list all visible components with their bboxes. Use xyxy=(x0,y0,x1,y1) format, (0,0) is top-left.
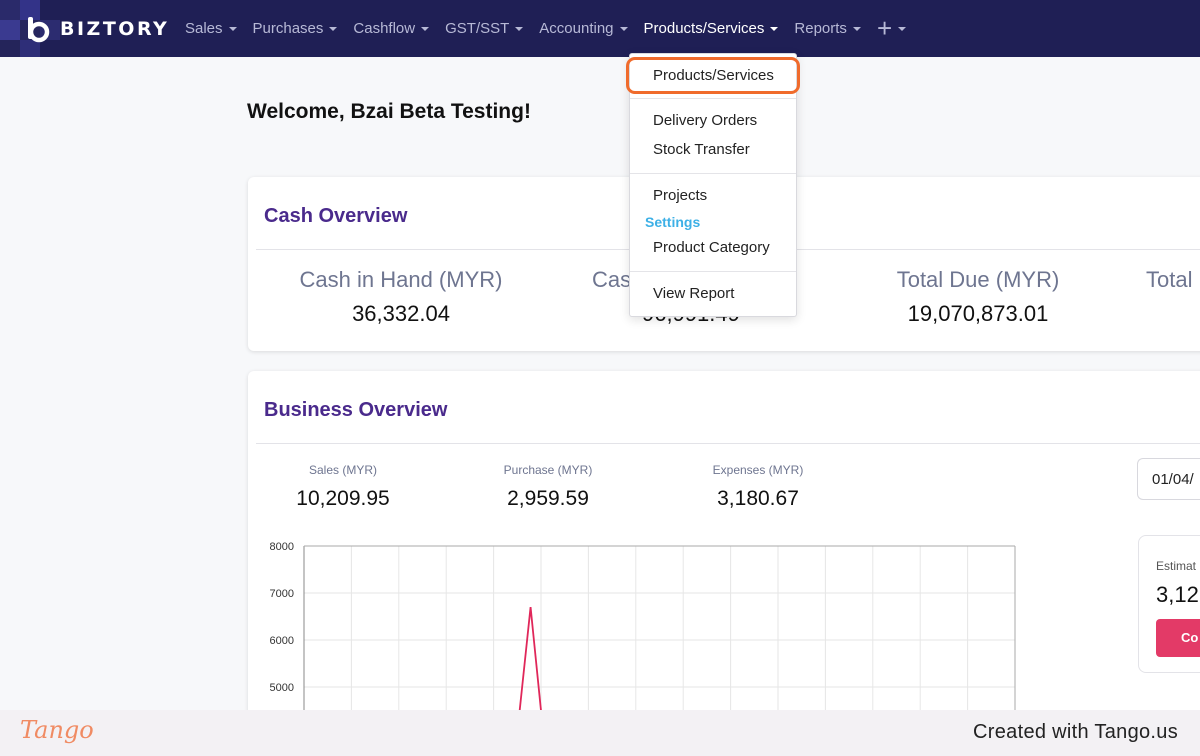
stat-value: 10,209.95 xyxy=(296,487,390,510)
dropdown-item-view-report[interactable]: View Report xyxy=(653,285,735,302)
dropdown-divider xyxy=(630,173,796,174)
business-line-chart: 8000 7000 6000 5000 xyxy=(270,541,1016,756)
stat-label: Cash in Hand (MYR) xyxy=(299,267,503,292)
tango-logo: Tango xyxy=(20,716,94,744)
stat-value: 19,070,873.01 xyxy=(907,301,1049,326)
stat-label: Total xyxy=(1146,267,1193,292)
series-line xyxy=(518,607,542,711)
total-due-stat: Total Due (MYR) 19,070,873.01 xyxy=(828,267,1128,327)
stat-value: 2,959.59 xyxy=(507,487,589,510)
nav-accounting-label: Accounting xyxy=(539,20,614,37)
chevron-down-icon xyxy=(619,27,628,31)
nav-cashflow[interactable]: Cashflow xyxy=(353,20,430,37)
nav-sales-label: Sales xyxy=(185,20,223,37)
plus-icon: + xyxy=(876,12,893,43)
stat-label: Cas xyxy=(592,267,632,292)
sales-stat: Sales (MYR) 10,209.95 xyxy=(243,463,443,511)
nav-reports-label: Reports xyxy=(794,20,847,37)
dropdown-item-projects[interactable]: Projects xyxy=(653,187,708,204)
nav-purchases-label: Purchases xyxy=(252,20,324,37)
stat-value: 36,332.04 xyxy=(352,301,450,326)
products-services-dropdown: Products/Services Delivery Orders Stock … xyxy=(629,53,797,317)
dropdown-settings-header: Settings xyxy=(645,214,701,230)
stat-label: Expenses (MYR) xyxy=(712,463,804,477)
chevron-down-icon xyxy=(228,27,237,31)
tango-footer: Tango Created with Tango.us xyxy=(0,710,1200,756)
y-tick-label: 6000 xyxy=(270,635,294,647)
nav-gst-sst-label: GST/SST xyxy=(445,20,510,37)
date-filter-input[interactable]: 01/04/ xyxy=(1137,458,1200,500)
dropdown-item-products-services[interactable]: Products/Services xyxy=(653,67,774,84)
nav-accounting[interactable]: Accounting xyxy=(539,20,628,37)
nav-cashflow-label: Cashflow xyxy=(353,20,416,37)
estimate-value: 3,12 xyxy=(1156,582,1199,607)
dropdown-item-product-category[interactable]: Product Category xyxy=(653,239,770,256)
chevron-down-icon xyxy=(421,27,430,31)
divider xyxy=(256,443,1200,444)
dropdown-item-delivery-orders[interactable]: Delivery Orders xyxy=(653,112,758,129)
expenses-stat: Expenses (MYR) 3,180.67 xyxy=(658,463,858,511)
nav-add[interactable]: + xyxy=(876,12,907,43)
dropdown-divider xyxy=(630,98,796,99)
nav-purchases[interactable]: Purchases xyxy=(253,20,338,37)
nav-gst-sst[interactable]: GST/SST xyxy=(445,20,524,37)
business-overview-title: Business Overview xyxy=(264,399,448,421)
created-with-text: Created with Tango.us xyxy=(973,721,1178,743)
stat-value: 3,180.67 xyxy=(717,487,799,510)
chevron-down-icon xyxy=(852,27,861,31)
top-navbar: BIZTORY Sales Purchases Cashflow GST/SST… xyxy=(0,0,1200,57)
total-stat-4: Total xyxy=(1146,267,1200,293)
nav-reports[interactable]: Reports xyxy=(794,20,861,37)
business-overview-card: Business Overview Sales (MYR) 10,209.95 … xyxy=(248,371,1200,756)
chevron-down-icon xyxy=(770,27,779,31)
dropdown-divider xyxy=(630,271,796,272)
y-tick-label: 8000 xyxy=(270,541,294,553)
stat-label: Sales (MYR) xyxy=(308,463,377,477)
main-nav: Sales Purchases Cashflow GST/SST Account… xyxy=(185,0,922,57)
estimate-action-button[interactable]: Co xyxy=(1156,619,1200,657)
estimate-label: Estimat xyxy=(1156,559,1197,573)
biztory-logo-icon xyxy=(28,17,50,43)
cash-in-hand-stat: Cash in Hand (MYR) 36,332.04 xyxy=(251,267,551,327)
chevron-down-icon xyxy=(898,27,907,31)
biztory-logo[interactable]: BIZTORY xyxy=(24,14,169,44)
y-tick-label: 5000 xyxy=(270,682,294,694)
estimate-card: Estimat 3,12 Co xyxy=(1138,535,1200,673)
stat-label: Purchase (MYR) xyxy=(503,463,593,477)
cash-overview-title: Cash Overview xyxy=(264,205,408,227)
nav-sales[interactable]: Sales xyxy=(185,20,237,37)
brand-name: BIZTORY xyxy=(60,18,170,40)
y-tick-label: 7000 xyxy=(270,588,294,600)
nav-products-services[interactable]: Products/Services xyxy=(644,20,779,37)
chevron-down-icon xyxy=(329,27,338,31)
welcome-heading: Welcome, Bzai Beta Testing! xyxy=(247,100,531,123)
nav-products-services-label: Products/Services xyxy=(643,20,765,37)
purchase-stat: Purchase (MYR) 2,959.59 xyxy=(448,463,648,511)
chevron-down-icon xyxy=(515,27,524,31)
dropdown-item-stock-transfer[interactable]: Stock Transfer xyxy=(653,141,750,158)
stat-label: Total Due (MYR) xyxy=(896,267,1060,292)
